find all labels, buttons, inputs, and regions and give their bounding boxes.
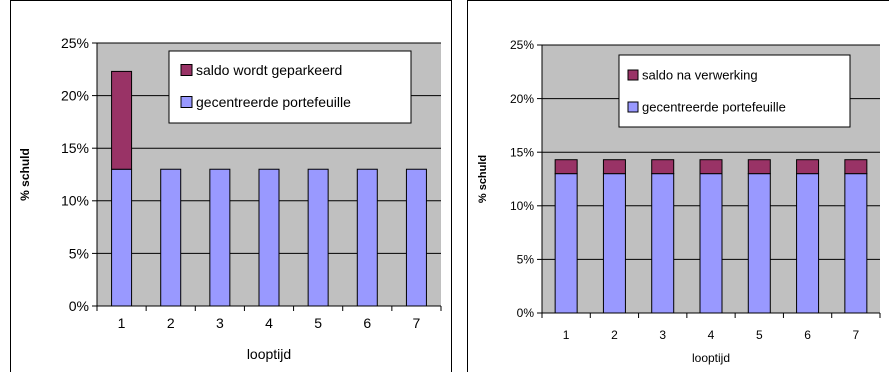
legend-label: saldo wordt geparkeerd xyxy=(196,62,342,78)
x-axis-title: looptijd xyxy=(692,351,730,365)
legend-swatch xyxy=(627,101,639,113)
legend-label: gecentreerde portefeuille xyxy=(196,94,351,110)
y-tick-label: 20% xyxy=(510,92,534,106)
y-tick-label: 0% xyxy=(517,306,535,320)
x-tick-label: 1 xyxy=(118,315,126,331)
legend-label: gecentreerde portefeuille xyxy=(642,100,786,115)
bar-gecentreerde xyxy=(747,173,771,314)
bar-gecentreerde xyxy=(356,168,378,307)
bar-gecentreerde xyxy=(554,173,578,314)
bar-saldo xyxy=(796,159,820,175)
x-tick-label: 1 xyxy=(563,328,570,342)
bar-gecentreerde xyxy=(258,168,280,307)
legend-label: saldo na verwerking xyxy=(642,68,758,83)
bar-gecentreerde xyxy=(111,168,133,307)
y-tick-label: 0% xyxy=(69,298,89,314)
x-tick-label: 4 xyxy=(265,315,273,331)
x-tick-label: 5 xyxy=(756,328,763,342)
legend-swatch xyxy=(627,69,639,81)
chart-right-frame: 0% 5% 10% 15% 20% 25% 1 2 3 4 5 6 7 looptijd % schuld s… xyxy=(467,0,889,372)
bar-gecentreerde xyxy=(651,173,675,314)
bar-saldo xyxy=(554,159,578,175)
x-tick-label: 4 xyxy=(708,328,715,342)
y-tick-label: 20% xyxy=(61,88,89,104)
y-tick-label: 25% xyxy=(510,38,534,52)
chart-left-frame: 0% 5% 10% 15% 20% 25% 1 2 3 4 5 6 7 looptijd % schuld s… xyxy=(10,0,452,372)
y-tick-label: 25% xyxy=(61,35,89,51)
bar-gecentreerde xyxy=(307,168,329,307)
x-tick-label: 2 xyxy=(611,328,618,342)
bar-gecentreerde xyxy=(796,173,820,314)
chart-right: 0% 5% 10% 15% 20% 25% 1 2 3 4 5 6 7 looptijd % schuld s… xyxy=(477,38,881,365)
x-axis-title: looptijd xyxy=(247,346,291,362)
legend-box xyxy=(618,54,851,128)
y-tick-label: 10% xyxy=(510,199,534,213)
bar-gecentreerde xyxy=(160,168,182,307)
bar-saldo xyxy=(699,159,723,175)
bar-saldo xyxy=(111,70,133,170)
bar-saldo xyxy=(844,159,868,175)
legend-swatch xyxy=(180,96,193,108)
x-tick-label: 6 xyxy=(804,328,811,342)
y-axis-title: % schuld xyxy=(477,155,489,203)
bar-gecentreerde xyxy=(602,173,626,314)
x-tick-label: 7 xyxy=(413,315,421,331)
bar-saldo xyxy=(747,159,771,175)
x-tick-label: 5 xyxy=(314,315,322,331)
bar-saldo xyxy=(602,159,626,175)
x-tick-label: 7 xyxy=(853,328,860,342)
bar-gecentreerde xyxy=(844,173,868,314)
y-tick-label: 10% xyxy=(61,193,89,209)
y-axis-title: % schuld xyxy=(18,148,32,201)
legend-swatch xyxy=(180,64,193,76)
legend-box xyxy=(168,50,412,124)
x-tick-label: 3 xyxy=(659,328,666,342)
y-tick-label: 15% xyxy=(510,145,534,159)
bar-gecentreerde xyxy=(209,168,231,307)
x-tick-label: 2 xyxy=(167,315,175,331)
bar-saldo xyxy=(651,159,675,175)
x-tick-label: 3 xyxy=(216,315,224,331)
y-tick-label: 15% xyxy=(61,140,89,156)
bar-gecentreerde xyxy=(699,173,723,314)
y-tick-label: 5% xyxy=(517,253,535,267)
y-tick-label: 5% xyxy=(69,245,89,261)
bar-gecentreerde xyxy=(405,168,427,307)
x-tick-label: 6 xyxy=(363,315,371,331)
chart-left: 0% 5% 10% 15% 20% 25% 1 2 3 4 5 6 7 looptijd % schuld s… xyxy=(18,35,442,362)
